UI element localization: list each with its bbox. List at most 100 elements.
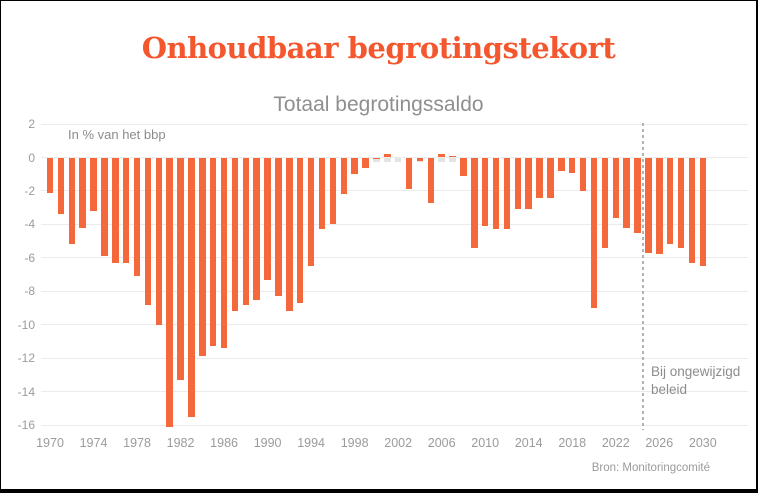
bar-2025	[645, 157, 652, 253]
projection-annotation: Bij ongewijzigd beleid	[651, 364, 741, 398]
y-axis-label: -14	[17, 384, 35, 399]
gridline--4	[41, 223, 748, 225]
x-axis-label: 2018	[558, 436, 587, 450]
page-title: Onhoudbaar begrotingstekort	[141, 31, 616, 65]
bar-2017	[558, 157, 565, 171]
x-axis-label: 1974	[79, 436, 108, 450]
source-credit: Bron: Monitoringcomité	[591, 462, 710, 474]
bar-2015	[536, 157, 543, 198]
x-axis-label: 1982	[166, 436, 195, 450]
zero-axis-tick	[438, 158, 445, 162]
bar-2001	[384, 154, 391, 158]
bar-2029	[688, 157, 696, 263]
bar-1977	[122, 157, 130, 263]
bar-2007	[449, 155, 456, 158]
bar-1979	[144, 157, 152, 305]
bar-1996	[329, 157, 337, 225]
bar-1990	[264, 157, 271, 280]
x-axis-label: 1986	[210, 436, 238, 450]
bar-2030	[699, 157, 707, 267]
zero-axis-tick	[373, 158, 380, 162]
bar-2021	[601, 157, 609, 248]
bar-2023	[623, 157, 630, 228]
bar-1987	[231, 157, 239, 312]
bar-1991	[275, 157, 282, 297]
y-axis-label: -8	[24, 284, 35, 299]
x-axis-label: 2022	[601, 436, 630, 450]
bar-1973	[79, 157, 86, 228]
bar-1994	[307, 157, 315, 267]
bar-1983	[188, 157, 195, 417]
bar-2016	[547, 157, 554, 198]
gridline--14	[41, 391, 748, 393]
gridline--6	[41, 257, 748, 259]
y-axis-unit-label: In % van het bbp	[68, 127, 166, 142]
bar-1999	[362, 157, 369, 168]
bar-1988	[242, 157, 250, 305]
x-axis-label: 2014	[514, 436, 543, 450]
chart-subtitle: Totaal begrotingssaldo	[273, 93, 484, 116]
bar-1993	[296, 157, 304, 303]
x-axis-label: 1970	[36, 436, 64, 450]
bar-2006	[438, 154, 445, 158]
bar-1995	[318, 157, 326, 230]
bar-2028	[677, 157, 685, 248]
gridline--2	[41, 190, 748, 192]
bar-2022	[612, 157, 619, 218]
zero-axis-tick	[384, 158, 391, 162]
bar-2008	[460, 157, 467, 176]
x-axis-label: 1990	[253, 436, 282, 450]
gridline--16	[41, 424, 748, 426]
x-axis-label: 2006	[427, 436, 456, 450]
bar-2018	[568, 157, 576, 173]
zero-axis-tick	[394, 158, 402, 162]
y-axis-label: -16	[17, 418, 35, 433]
x-axis-label: 2026	[645, 436, 674, 450]
y-axis-label: 2	[28, 117, 35, 132]
bar-1974	[90, 157, 97, 211]
bar-1984	[199, 157, 206, 357]
x-axis-label: 2010	[471, 436, 500, 450]
bar-1976	[112, 157, 119, 263]
gridline--8	[41, 290, 748, 292]
y-axis-label: -6	[24, 250, 35, 265]
y-axis-label: 0	[28, 150, 35, 165]
bar-1989	[253, 157, 260, 300]
bar-2014	[525, 157, 532, 210]
bar-1986	[220, 157, 228, 349]
bar-2012	[503, 157, 511, 230]
bar-2004	[416, 157, 424, 161]
gridline-0	[41, 157, 748, 158]
x-axis-label: 1998	[340, 436, 369, 450]
bar-1985	[209, 157, 217, 347]
gridline-2	[41, 123, 748, 125]
y-axis-label: -12	[17, 351, 35, 366]
y-axis-label: -2	[24, 183, 35, 198]
x-axis-label: 2002	[384, 436, 413, 450]
bar-1972	[68, 157, 75, 245]
x-axis-label: 2030	[688, 436, 717, 450]
y-axis-label: -4	[24, 217, 35, 232]
bar-1970	[46, 157, 54, 193]
bar-1975	[101, 157, 108, 257]
zero-axis-tick	[449, 158, 456, 162]
x-axis-label: 1994	[297, 436, 326, 450]
x-axis-label: 1978	[123, 436, 151, 450]
bar-2019	[579, 157, 587, 191]
bar-2026	[656, 157, 663, 255]
bar-1980	[155, 157, 163, 325]
bar-2020	[590, 157, 598, 308]
bar-2005	[427, 157, 435, 203]
bar-2024	[634, 157, 641, 233]
bar-1981	[166, 157, 173, 427]
gridline--12	[41, 357, 748, 359]
bar-1992	[286, 157, 293, 312]
bar-1971	[57, 157, 65, 215]
bar-1998	[351, 157, 358, 175]
bar-1982	[177, 157, 184, 380]
bar-2003	[405, 157, 413, 190]
y-axis-label: -10	[17, 317, 35, 332]
bar-2013	[514, 157, 522, 210]
bar-1978	[133, 157, 141, 277]
